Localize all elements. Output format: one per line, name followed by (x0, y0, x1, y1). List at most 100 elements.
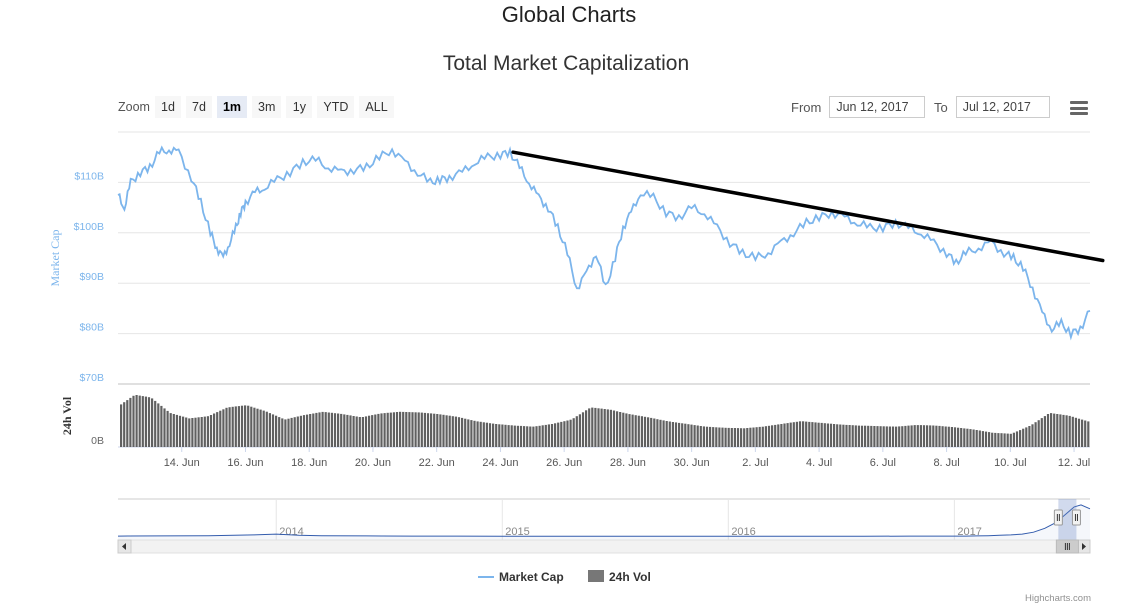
x-tick-label: 28. Jun (610, 457, 646, 469)
volume-bar (585, 410, 588, 447)
zoom-all-button[interactable]: ALL (359, 96, 394, 118)
volume-bar (944, 426, 947, 447)
volume-bar (141, 396, 144, 447)
volume-bar (907, 425, 910, 447)
volume-bar (479, 421, 482, 447)
volume-bar (1050, 413, 1053, 447)
y-axis-label-marketcap: Market Cap (48, 230, 62, 287)
chart-title: Total Market Capitalization (442, 52, 690, 75)
volume-bar (1031, 424, 1034, 447)
navigator-year-label: 2015 (505, 526, 529, 538)
volume-bar (259, 409, 262, 447)
volume-bar (476, 421, 479, 447)
volume-bar (671, 422, 674, 447)
volume-bar (656, 419, 659, 447)
navigator-area (118, 504, 1090, 540)
volume-bar (488, 423, 492, 447)
legend-volume-label[interactable]: 24h Vol (609, 570, 651, 584)
volume-bar (448, 415, 451, 447)
volume-bar (1025, 427, 1028, 447)
y-axis-ticks: $110B $100B $90B $80B $70B (74, 170, 104, 384)
volume-bar (1056, 414, 1059, 447)
volume-bar (482, 422, 485, 447)
volume-bar (1012, 432, 1015, 447)
volume-bar (309, 414, 312, 447)
volume-bar (640, 416, 643, 447)
volume-bar (411, 412, 414, 447)
volume-bar (839, 424, 842, 447)
x-axis-ticks: 14. Jun 16. Jun 18. Jun 20. Jun 22. Jun 24. J… (164, 447, 1090, 469)
volume-bar (355, 416, 358, 447)
volume-bar (764, 426, 767, 447)
volume-bar (935, 425, 938, 447)
volume-bar (535, 426, 538, 447)
volume-bar (244, 405, 247, 447)
volume-bar (647, 417, 650, 447)
volume-bar (870, 425, 873, 447)
volume-bar (727, 427, 730, 447)
credits[interactable]: Highcharts.com (1025, 593, 1091, 604)
volume-bar (594, 407, 597, 447)
volume-bar (609, 409, 612, 447)
volume-bar (234, 406, 237, 447)
volume-bar (882, 426, 885, 447)
volume-bar (129, 397, 132, 447)
volume-bar (650, 417, 653, 447)
volume-bar (950, 427, 953, 447)
volume-bar (324, 412, 327, 447)
volume-bar (687, 424, 690, 447)
zoom-3m-button[interactable]: 3m (252, 96, 282, 118)
volume-bar (860, 425, 864, 447)
zoom-7d-button[interactable]: 7d (185, 96, 212, 118)
volume-bar (408, 412, 411, 447)
volume-bar (740, 428, 743, 447)
volume-bar (981, 431, 984, 447)
volume-bar (349, 415, 352, 447)
volume-bar (200, 417, 203, 447)
zoom-ytd-button[interactable]: YTD (317, 96, 355, 118)
volume-bar (216, 412, 219, 447)
to-date-input[interactable]: Jul 12, 2017 (955, 96, 1050, 118)
volume-bar (454, 416, 457, 447)
volume-bar (628, 414, 631, 447)
volume-bar (1034, 422, 1037, 447)
volume-bar (984, 431, 988, 447)
zoom-1y-button[interactable]: 1y (286, 96, 313, 118)
volume-bar (969, 429, 972, 447)
volume-bar (436, 414, 439, 447)
volume-bar (901, 426, 904, 447)
volume-bar (1065, 415, 1068, 447)
volume-bar (600, 408, 603, 447)
legend-marketcap-label[interactable]: Market Cap (499, 570, 564, 584)
volume-bar (389, 412, 392, 447)
volume-bar (278, 417, 281, 447)
navigator-handle-right[interactable] (1071, 509, 1081, 526)
volume-bar (361, 417, 364, 447)
volume-bar (1059, 414, 1062, 447)
volume-bar (811, 422, 814, 447)
volume-bar (1028, 426, 1031, 447)
from-date-input[interactable]: Jun 12, 2017 (829, 96, 926, 118)
volume-bar (684, 423, 687, 447)
volume-bar (994, 432, 997, 447)
volume-bar (327, 412, 330, 447)
volume-bar (1000, 433, 1003, 447)
volume-bar (237, 406, 240, 447)
volume-bar (172, 414, 175, 447)
volume-bar (513, 425, 516, 447)
navigator-selection[interactable] (1058, 499, 1077, 540)
volume-bar (932, 425, 935, 447)
hamburger-menu-icon[interactable] (1070, 101, 1088, 115)
to-range: To Jul 12, 2017 (934, 96, 1050, 118)
volume-bar (420, 412, 423, 447)
volume-bar (699, 426, 702, 447)
volume-bar (550, 424, 554, 447)
zoom-1d-button[interactable]: 1d (154, 96, 181, 118)
volume-bar (417, 412, 420, 447)
navigator-handle-left[interactable] (1053, 509, 1063, 526)
zoom-1m-button[interactable]: 1m (216, 96, 248, 118)
scrollbar-track[interactable] (117, 539, 1091, 554)
volume-bar (526, 426, 529, 447)
volume-bar (786, 423, 789, 447)
volume-bar (120, 404, 123, 447)
